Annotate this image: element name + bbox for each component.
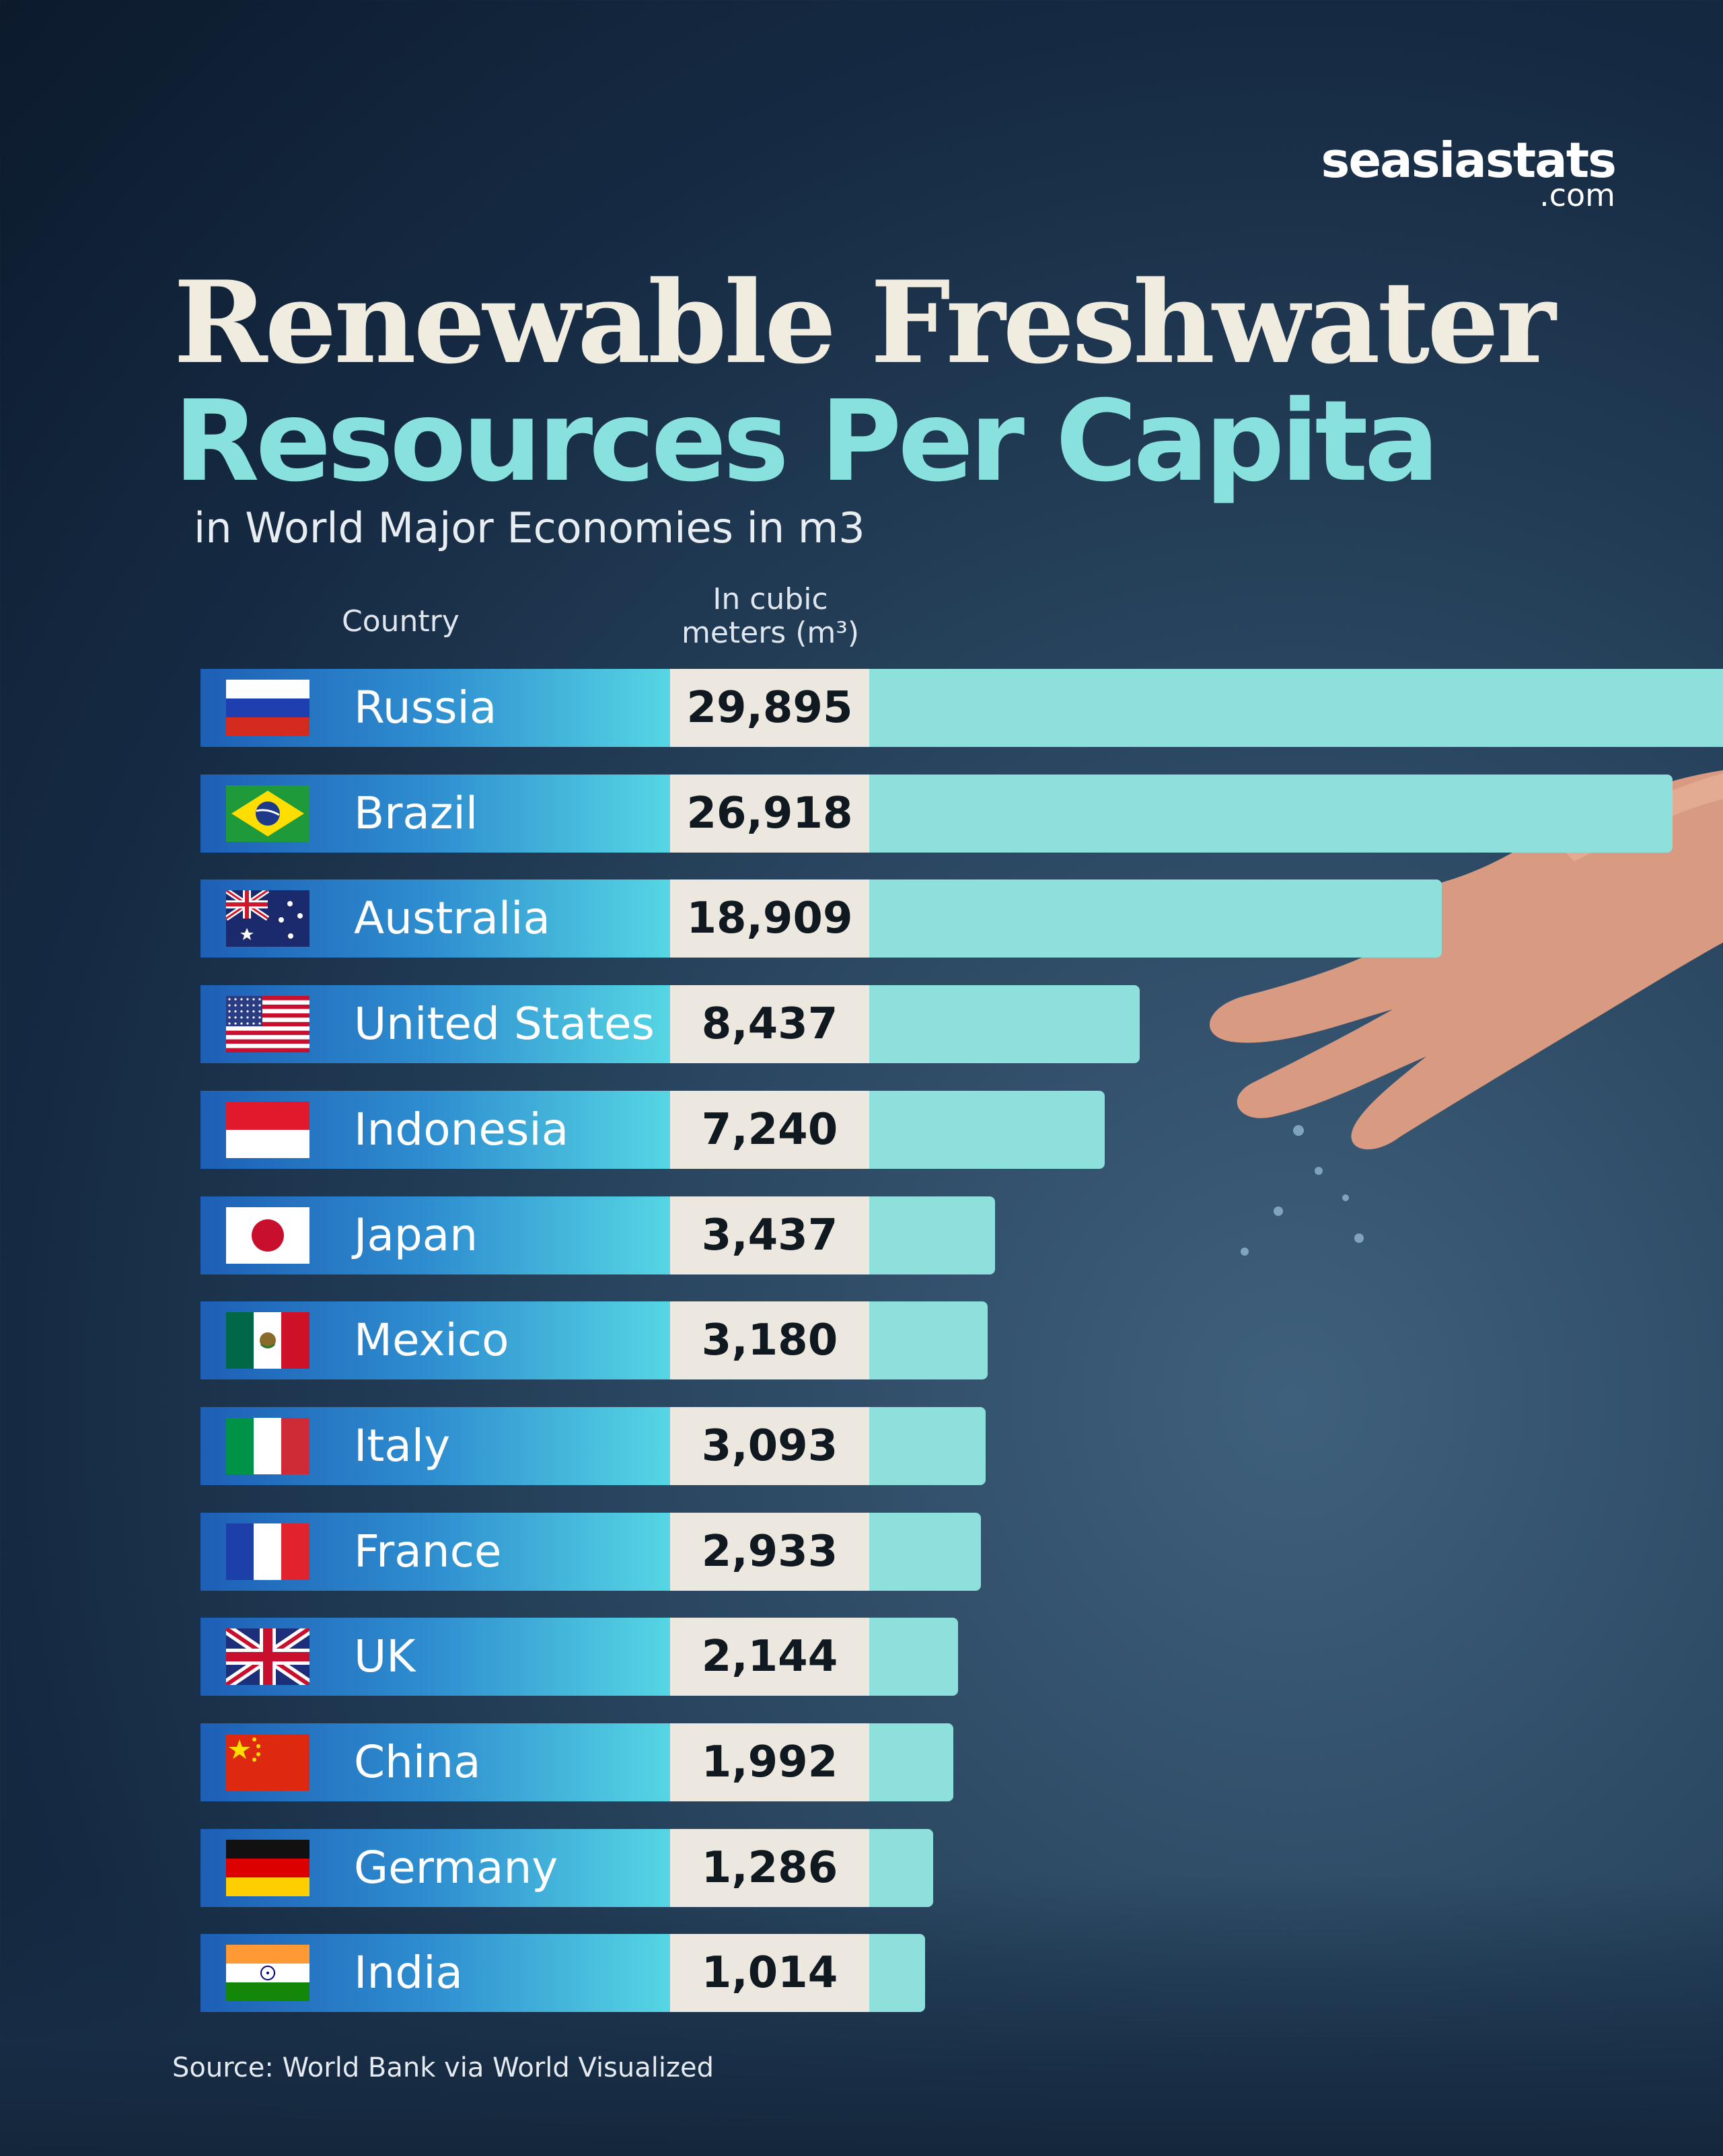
country-label: Germany	[354, 1841, 558, 1894]
brand-name: seasiastats	[1321, 132, 1617, 188]
country-cell: United States	[200, 985, 670, 1064]
country-label: Indonesia	[354, 1103, 569, 1155]
china-flag-icon	[226, 1734, 309, 1791]
value-label: 18,909	[670, 879, 869, 958]
france-flag-icon	[226, 1523, 309, 1580]
country-label: France	[354, 1525, 502, 1577]
header-country: Country	[342, 604, 460, 639]
country-cell: Italy	[200, 1406, 670, 1485]
value-label: 3,180	[670, 1301, 869, 1380]
country-cell: Brazil	[200, 774, 670, 853]
value-label: 7,240	[670, 1090, 869, 1169]
brazil-flag-icon	[226, 785, 309, 842]
value-label: 1,014	[670, 1934, 869, 2013]
country-label: Russia	[354, 682, 497, 733]
russia-flag-icon	[226, 680, 309, 736]
value-label: 8,437	[670, 985, 869, 1064]
country-cell: Mexico	[200, 1301, 670, 1380]
country-cell: UK	[200, 1618, 670, 1696]
country-label: China	[354, 1736, 481, 1788]
india-flag-icon	[226, 1945, 309, 2002]
country-label: Australia	[354, 892, 550, 945]
uk-flag-icon	[226, 1628, 309, 1686]
germany-flag-icon	[226, 1839, 309, 1896]
value-label: 29,895	[670, 669, 869, 747]
country-cell: Germany	[200, 1828, 670, 1907]
value-label: 1,286	[670, 1828, 869, 1907]
value-label: 3,437	[670, 1196, 869, 1274]
country-label: India	[354, 1947, 463, 1999]
mexico-flag-icon	[226, 1312, 309, 1369]
country-cell: Japan	[200, 1196, 670, 1274]
brand-logo: seasiastats .com	[1321, 132, 1617, 213]
value-label: 26,918	[670, 774, 869, 853]
country-label: Brazil	[354, 787, 478, 839]
country-cell: Russia	[200, 669, 670, 747]
australia-flag-icon	[226, 890, 309, 947]
value-label: 1,992	[670, 1723, 869, 1801]
country-cell: China	[200, 1723, 670, 1801]
italy-flag-icon	[226, 1417, 309, 1474]
country-cell: Australia	[200, 879, 670, 958]
header-value: In cubic meters (m³)	[673, 583, 868, 650]
value-label: 2,144	[670, 1618, 869, 1696]
subtitle: in World Major Economies in m3	[194, 503, 865, 552]
header-value-line1: In cubic	[712, 582, 828, 616]
water-splash-background	[0, 1873, 1723, 2156]
header-value-line2: meters (m³)	[681, 616, 860, 650]
value-label: 3,093	[670, 1406, 869, 1485]
country-label: United States	[354, 998, 655, 1050]
source-note: Source: World Bank via World Visualized	[172, 2052, 714, 2083]
country-cell: Indonesia	[200, 1090, 670, 1169]
country-label: Mexico	[354, 1314, 509, 1367]
japan-flag-icon	[226, 1207, 309, 1264]
country-cell: India	[200, 1934, 670, 2013]
country-label: Japan	[354, 1209, 478, 1261]
title-line1: Renewable Freshwater	[174, 256, 1556, 389]
title-line2: Resources Per Capita	[174, 377, 1440, 507]
brand-suffix: .com	[1539, 177, 1615, 213]
indonesia-flag-icon	[226, 1101, 309, 1158]
country-cell: France	[200, 1512, 670, 1591]
value-label: 2,933	[670, 1512, 869, 1591]
country-label: Italy	[354, 1419, 451, 1472]
us-flag-icon	[226, 996, 309, 1053]
country-label: UK	[354, 1630, 416, 1683]
